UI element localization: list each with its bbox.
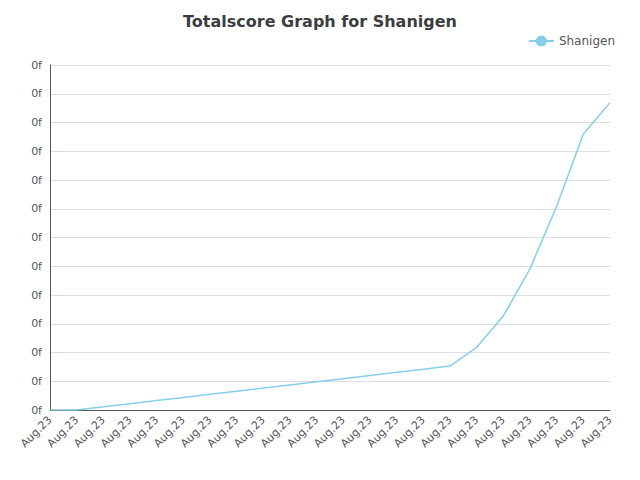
svg-text:0f: 0f <box>31 174 43 187</box>
svg-text:Aug.23: Aug.23 <box>151 413 188 451</box>
svg-text:Totalscore Graph for Shanigen: Totalscore Graph for Shanigen <box>183 12 457 31</box>
svg-text:0f: 0f <box>31 317 43 330</box>
svg-text:Aug.23: Aug.23 <box>524 413 562 451</box>
svg-text:0f: 0f <box>31 346 43 359</box>
svg-text:0f: 0f <box>31 145 43 158</box>
svg-text:Aug.23: Aug.23 <box>204 413 242 451</box>
svg-text:Aug.23: Aug.23 <box>177 413 215 451</box>
svg-text:Aug.23: Aug.23 <box>417 413 455 451</box>
svg-text:Aug.23: Aug.23 <box>364 413 402 451</box>
svg-text:0f: 0f <box>31 404 43 417</box>
svg-text:Aug.23: Aug.23 <box>231 413 268 451</box>
svg-text:Aug.23: Aug.23 <box>551 413 588 451</box>
svg-text:Aug.23: Aug.23 <box>284 413 322 451</box>
svg-text:Aug.23: Aug.23 <box>578 413 615 450</box>
svg-text:0f: 0f <box>31 59 43 72</box>
svg-text:0f: 0f <box>31 202 43 215</box>
svg-text:Shanigen: Shanigen <box>559 34 615 48</box>
svg-text:Aug.23: Aug.23 <box>124 413 162 451</box>
svg-text:Aug.23: Aug.23 <box>337 413 375 451</box>
svg-text:Aug.23: Aug.23 <box>44 413 82 451</box>
svg-text:0f: 0f <box>31 231 43 244</box>
svg-text:Aug.23: Aug.23 <box>444 413 482 451</box>
svg-text:Aug.23: Aug.23 <box>257 413 295 451</box>
svg-text:0f: 0f <box>31 87 43 100</box>
svg-text:Aug.23: Aug.23 <box>471 413 508 451</box>
svg-text:0f: 0f <box>31 260 43 273</box>
svg-text:0f: 0f <box>31 116 43 129</box>
svg-text:0f: 0f <box>31 289 43 302</box>
svg-text:Aug.23: Aug.23 <box>497 413 535 451</box>
svg-text:Aug.23: Aug.23 <box>71 413 108 451</box>
svg-text:Aug.23: Aug.23 <box>17 413 55 451</box>
svg-text:Aug.23: Aug.23 <box>97 413 135 451</box>
svg-text:Aug.23: Aug.23 <box>311 413 348 451</box>
svg-text:Aug.23: Aug.23 <box>391 413 428 451</box>
svg-text:0f: 0f <box>31 375 43 388</box>
